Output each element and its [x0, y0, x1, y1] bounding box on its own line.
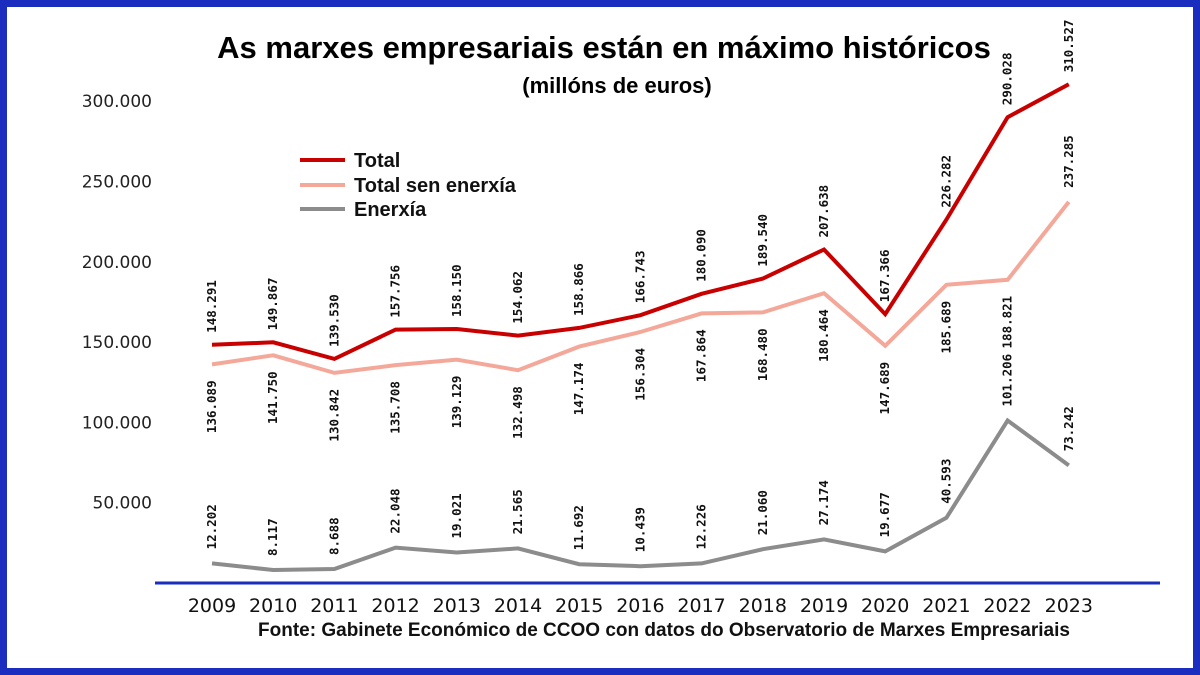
series-line-total — [211, 82, 1070, 362]
x-axis: 2009 2010 2011 2012 2013 2014 2015 2016 2017 2018… — [188, 595, 1093, 617]
x-tick-label: 2015 — [555, 595, 603, 617]
x-tick-label: 2009 — [188, 595, 236, 617]
x-tick-label: 2012 — [371, 595, 419, 617]
data-label: 73.242 — [1061, 406, 1076, 451]
data-label: 188.821 — [1000, 296, 1015, 349]
data-label: 168.480 — [755, 328, 770, 381]
data-label: 101.206 — [1000, 354, 1015, 407]
y-tick-label: 50.000 — [93, 494, 152, 514]
source-note: Fonte: Gabinete Económico de CCOO con da… — [258, 620, 1070, 641]
x-tick-label: 2020 — [861, 595, 909, 617]
x-tick-label: 2013 — [433, 595, 481, 617]
y-tick-label: 200.000 — [82, 253, 152, 273]
x-tick-label: 2022 — [983, 595, 1031, 617]
data-label: 21.060 — [755, 490, 770, 535]
x-tick-label: 2019 — [800, 595, 848, 617]
data-label: 8.688 — [326, 517, 341, 555]
y-tick-label: 300.000 — [82, 92, 152, 112]
x-tick-label: 2017 — [677, 595, 725, 617]
data-label: 40.593 — [938, 459, 953, 504]
data-label: 21.565 — [510, 489, 525, 534]
data-label: 147.689 — [877, 362, 892, 415]
chart-subtitle: (millóns de euros) — [522, 73, 711, 98]
data-label: 207.638 — [816, 185, 831, 238]
data-label: 130.842 — [326, 389, 341, 442]
data-label: 147.174 — [571, 363, 586, 416]
data-label: 8.117 — [265, 518, 280, 556]
data-label: 189.540 — [755, 214, 770, 267]
x-tick-label: 2018 — [739, 595, 787, 617]
series-line-total-sen-enerxia — [211, 200, 1071, 375]
data-label: 139.129 — [449, 376, 464, 429]
data-label: 167.864 — [694, 329, 709, 382]
data-label: 149.867 — [265, 278, 280, 331]
data-label: 139.530 — [326, 294, 341, 347]
data-label: 156.304 — [632, 348, 647, 401]
data-labels: 148.291 149.867 139.530 157.756 158.150 154.0… — [204, 20, 1076, 556]
y-tick-label: 150.000 — [82, 333, 152, 353]
data-label: 180.464 — [816, 309, 831, 362]
data-label: 11.692 — [571, 505, 586, 550]
series-line-enerxia — [211, 417, 1070, 573]
data-label: 166.743 — [632, 251, 647, 304]
data-label: 290.028 — [1000, 53, 1015, 106]
x-tick-label: 2016 — [616, 595, 664, 617]
data-label: 10.439 — [632, 507, 647, 552]
x-tick-label: 2010 — [249, 595, 297, 617]
legend-label: Enerxía — [354, 199, 427, 221]
legend-label: Total sen enerxía — [354, 175, 517, 197]
legend-label: Total — [354, 150, 400, 172]
chart-title: As marxes empresariais están en máximo h… — [217, 30, 991, 65]
data-label: 135.708 — [388, 381, 403, 434]
data-label: 167.366 — [877, 250, 892, 303]
y-axis: 50.000 100.000 150.000 200.000 250.000 300.00… — [82, 92, 152, 514]
data-label: 158.866 — [571, 263, 586, 316]
data-label: 12.202 — [204, 504, 219, 549]
data-label: 148.291 — [204, 280, 219, 333]
data-label: 157.756 — [388, 265, 403, 318]
data-label: 12.226 — [694, 504, 709, 549]
x-tick-label: 2023 — [1045, 595, 1093, 617]
data-label: 19.021 — [449, 493, 464, 538]
data-label: 132.498 — [510, 386, 525, 439]
x-tick-label: 2014 — [494, 595, 542, 617]
y-tick-label: 250.000 — [82, 173, 152, 193]
data-label: 310.527 — [1061, 20, 1076, 73]
x-tick-label: 2011 — [310, 595, 358, 617]
data-label: 22.048 — [388, 488, 403, 533]
data-label: 158.150 — [449, 264, 464, 317]
data-label: 154.062 — [510, 271, 525, 324]
data-label: 237.285 — [1061, 135, 1076, 188]
data-label: 136.089 — [204, 380, 219, 433]
series-lines — [211, 82, 1071, 573]
data-label: 185.689 — [938, 301, 953, 354]
data-label: 226.282 — [938, 155, 953, 208]
y-tick-label: 100.000 — [82, 413, 152, 433]
data-label: 180.090 — [694, 229, 709, 282]
data-label: 19.677 — [877, 492, 892, 537]
x-tick-label: 2021 — [922, 595, 970, 617]
data-label: 27.174 — [816, 480, 831, 525]
data-label: 141.750 — [265, 371, 280, 424]
